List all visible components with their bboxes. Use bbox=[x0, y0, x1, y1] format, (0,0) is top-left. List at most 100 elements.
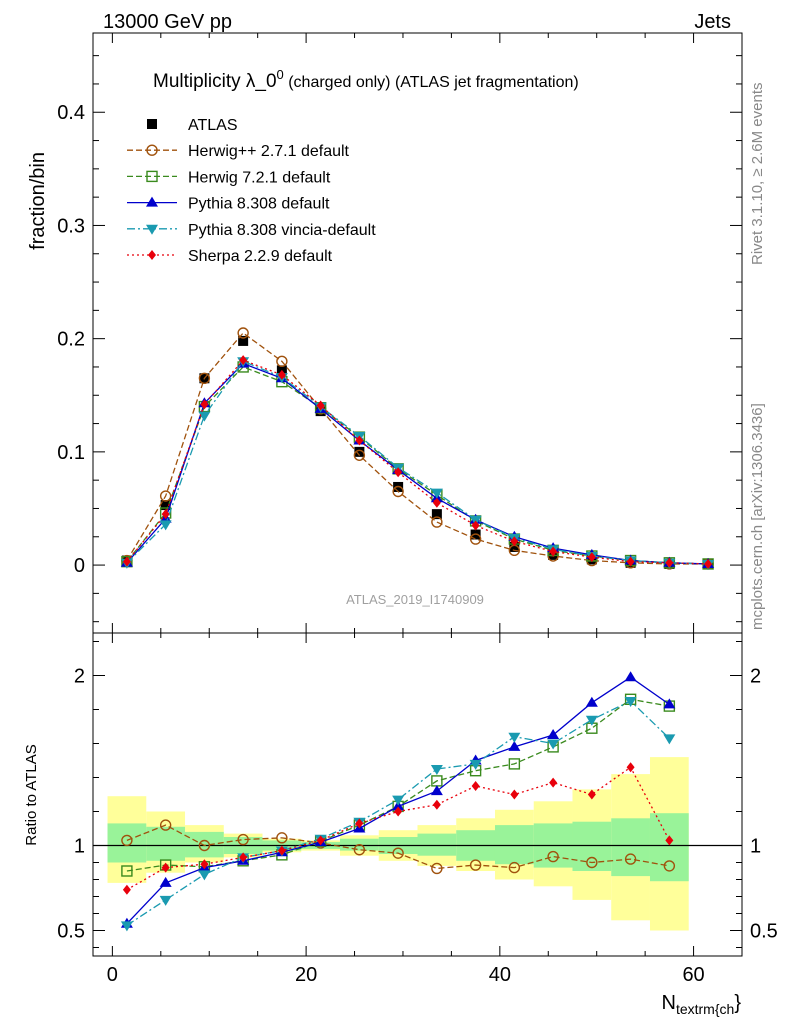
marker-square bbox=[354, 446, 365, 457]
marker-circle-open bbox=[121, 834, 133, 847]
ratio-xtick-label: 40 bbox=[489, 964, 511, 986]
marker-diamond bbox=[148, 250, 156, 260]
ratio-series-line bbox=[126, 700, 670, 926]
marker-diamond bbox=[122, 556, 131, 567]
ratio-ytick-label: 1 bbox=[74, 836, 85, 858]
header-left: 13000 GeV pp bbox=[103, 11, 232, 33]
marker-diamond bbox=[161, 509, 170, 520]
marker-triangle-down bbox=[430, 765, 443, 775]
marker-triangle-up bbox=[585, 696, 598, 707]
band-inner bbox=[185, 831, 224, 858]
main-series-line bbox=[126, 360, 709, 565]
marker-diamond bbox=[432, 799, 441, 810]
marker-diamond bbox=[277, 845, 286, 856]
marker-diamond bbox=[200, 399, 209, 410]
chart-title-main: Multiplicity λ_0 bbox=[153, 71, 277, 92]
marker-square bbox=[431, 509, 442, 520]
legend-label: Herwig++ 2.7.1 default bbox=[188, 143, 350, 160]
marker-square bbox=[238, 335, 249, 346]
header-right: Jets bbox=[694, 11, 731, 33]
ratio-series-line bbox=[126, 824, 670, 870]
marker-diamond bbox=[277, 369, 286, 380]
marker-triangle-down bbox=[663, 734, 676, 745]
marker-circle-open bbox=[159, 819, 172, 831]
marker-diamond bbox=[549, 546, 558, 557]
marker-triangle-up bbox=[624, 671, 637, 682]
marker-triangle-down bbox=[469, 759, 482, 770]
legend-entry: ATLAS bbox=[147, 117, 238, 134]
legend-entry: Herwig++ 2.7.1 default bbox=[127, 143, 350, 160]
marker-circle-open bbox=[159, 490, 172, 502]
main-ticks: 0 0.1 0.2 0.3 0.4 bbox=[57, 33, 742, 633]
main-series-line bbox=[126, 366, 709, 565]
marker-triangle-down bbox=[508, 732, 521, 743]
main-series-5 bbox=[122, 355, 713, 569]
marker-circle-open bbox=[431, 862, 443, 875]
marker-diamond bbox=[587, 552, 596, 563]
marker-triangle-down bbox=[120, 921, 133, 932]
marker-diamond bbox=[316, 835, 325, 846]
ratio-ytick-label-right: 2 bbox=[750, 666, 761, 688]
marker-diamond bbox=[200, 859, 209, 870]
main-series-line bbox=[126, 332, 709, 565]
ratio-ytick-label: 0.5 bbox=[57, 921, 85, 943]
main-series-line bbox=[126, 362, 709, 565]
ratio-xlabel-sub: textrm{ch bbox=[676, 1001, 734, 1017]
marker-circle-open bbox=[276, 355, 288, 368]
marker-square bbox=[509, 541, 520, 552]
ratio-series-4 bbox=[122, 762, 674, 895]
ratio-ytick-label-right: 0.5 bbox=[750, 921, 778, 943]
band-inner bbox=[611, 818, 650, 877]
legend-label: Sherpa 2.2.9 default bbox=[188, 248, 333, 265]
main-series-1 bbox=[121, 327, 714, 570]
marker-diamond bbox=[432, 497, 441, 508]
ratio-uncertainty-bands bbox=[93, 757, 742, 931]
marker-triangle-down bbox=[198, 411, 211, 422]
marker-diamond bbox=[665, 835, 674, 846]
ratio-xlabel-main: N bbox=[662, 992, 676, 1014]
marker-diamond bbox=[471, 520, 480, 531]
marker-circle-open bbox=[198, 839, 211, 852]
side-label-rivet: Rivet 3.1.10, ≥ 2.6M events bbox=[749, 83, 766, 266]
marker-diamond bbox=[394, 806, 403, 817]
marker-diamond bbox=[394, 467, 403, 478]
ratio-ylabel: Ratio to ATLAS bbox=[23, 744, 40, 845]
main-series-4 bbox=[120, 357, 715, 570]
legend-label: Pythia 8.308 default bbox=[188, 196, 330, 213]
ratio-series-layer bbox=[120, 671, 676, 932]
marker-diamond bbox=[471, 781, 480, 791]
marker-diamond bbox=[239, 852, 248, 863]
band-inner bbox=[494, 825, 534, 865]
main-ytick-label: 0.1 bbox=[57, 442, 85, 464]
marker-triangle-up bbox=[547, 729, 560, 739]
marker-circle-open bbox=[392, 847, 404, 859]
marker-square-open bbox=[121, 865, 133, 877]
marker-circle-open bbox=[237, 327, 249, 339]
main-series-3 bbox=[120, 357, 715, 568]
marker-diamond bbox=[316, 400, 325, 411]
main-series-2 bbox=[121, 361, 714, 570]
band-inner bbox=[417, 833, 457, 856]
marker-circle-open bbox=[663, 860, 676, 872]
marker-circle-open bbox=[469, 859, 482, 871]
marker-circle-open bbox=[469, 533, 482, 545]
band-inner bbox=[107, 823, 147, 863]
ratio-xlabel-tail: } bbox=[734, 992, 741, 1014]
ratio-series-0 bbox=[121, 819, 676, 875]
chart-title-tail: (charged only) (ATLAS jet fragmentation) bbox=[284, 74, 579, 91]
marker-triangle-up bbox=[159, 876, 172, 887]
marker-circle-open bbox=[547, 850, 559, 863]
ratio-frame bbox=[92, 632, 743, 957]
marker-circle-open bbox=[276, 832, 288, 844]
marker-circle-open bbox=[392, 485, 404, 498]
marker-triangle-down bbox=[159, 895, 172, 906]
marker-circle-open bbox=[508, 861, 521, 874]
ratio-ytick-label-right: 1 bbox=[750, 836, 761, 858]
marker-triangle-down bbox=[624, 697, 637, 707]
marker-square bbox=[147, 119, 157, 129]
main-series-line bbox=[126, 359, 709, 565]
legend: ATLAS Herwig++ 2.7.1 default Herwig 7.2.1 … bbox=[127, 117, 376, 265]
marker-diamond bbox=[355, 818, 364, 829]
marker-triangle-down bbox=[159, 520, 172, 531]
